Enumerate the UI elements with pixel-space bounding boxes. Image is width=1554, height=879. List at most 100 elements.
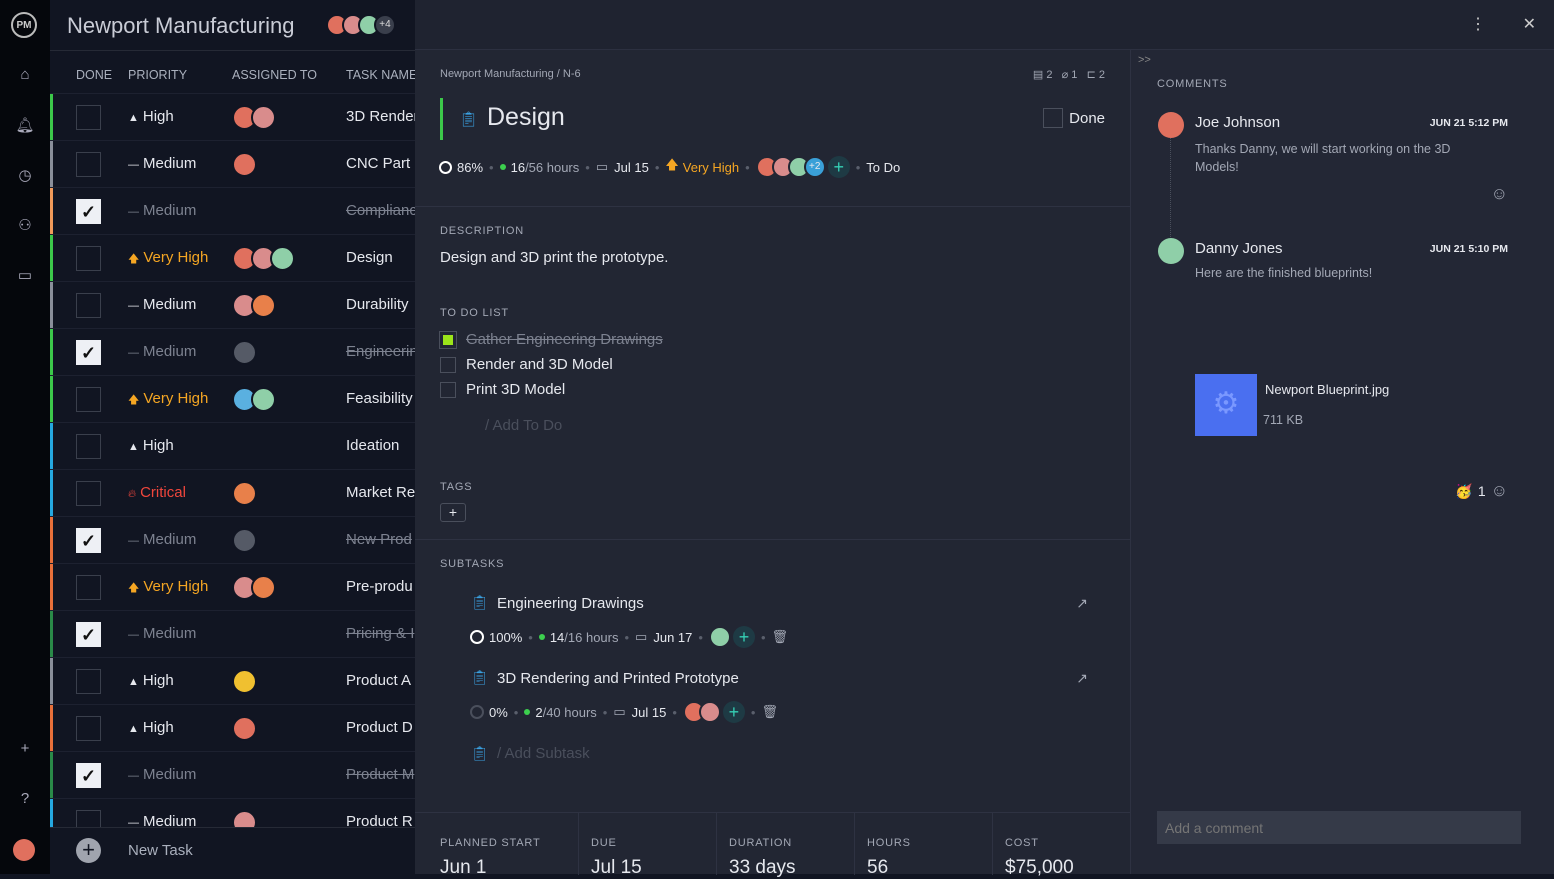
avatar[interactable] [251, 387, 276, 412]
home-icon[interactable]: ⌂ [20, 66, 30, 83]
progress[interactable]: 0% [489, 704, 508, 720]
col-assigned[interactable]: ASSIGNED TO [232, 68, 317, 82]
attachment-name[interactable]: Newport Blueprint.jpg [1265, 382, 1390, 397]
avatar[interactable] [232, 528, 257, 553]
task-name[interactable]: Product M [346, 766, 415, 783]
priority-cell[interactable]: — Medium [128, 343, 196, 360]
done-checkbox[interactable] [76, 481, 101, 506]
task-name[interactable]: Design [346, 249, 393, 266]
collapse-icon[interactable]: >> [1138, 54, 1151, 66]
avatar[interactable] [251, 105, 276, 130]
done-checkbox[interactable]: ✓ [76, 199, 101, 224]
done-checkbox[interactable]: ✓ [76, 528, 101, 553]
more-assignees-badge[interactable]: +2 [803, 156, 826, 178]
subtask-name[interactable]: 3D Rendering and Printed Prototype [497, 670, 739, 687]
task-name[interactable]: CNC Part [346, 155, 411, 172]
plus-icon[interactable]: + [20, 740, 30, 757]
add-tag-button[interactable]: + [440, 503, 466, 522]
priority-cell[interactable]: 🡅 Very High [128, 390, 208, 410]
done-checkbox[interactable] [76, 434, 101, 459]
table-row[interactable]: ✓ — Medium New Prod [50, 516, 415, 564]
add-assignee-button[interactable]: + [827, 156, 850, 178]
briefcase-icon[interactable]: ▭ [17, 267, 33, 284]
priority-cell[interactable]: 🡅 Very High [128, 249, 208, 269]
table-row[interactable]: ▲ High Product A [50, 657, 415, 705]
priority-cell[interactable]: ▲ High [128, 108, 174, 125]
done-checkbox[interactable] [76, 152, 101, 177]
task-name[interactable]: Durability [346, 296, 409, 313]
priority-cell[interactable]: — Medium [128, 296, 196, 313]
reactions[interactable]: 🥳 1 ☺ [1455, 481, 1508, 501]
priority-cell[interactable]: — Medium [128, 202, 196, 219]
comment-input[interactable] [1157, 811, 1521, 844]
done-checkbox[interactable] [76, 105, 101, 130]
todo-text[interactable]: Gather Engineering Drawings [466, 331, 663, 348]
priority-cell[interactable]: 🡅 Very High [128, 578, 208, 598]
close-icon[interactable]: ✕ [1522, 16, 1536, 33]
table-row[interactable]: 🔥︎ Critical Market Re [50, 469, 415, 517]
task-name[interactable]: Compliance [346, 202, 415, 219]
task-name[interactable]: 3D Rendering [346, 108, 415, 125]
summary-field[interactable]: DUE Jul 15 [578, 813, 642, 878]
col-priority[interactable]: PRIORITY [128, 68, 188, 82]
table-row[interactable]: ▲ High Product D [50, 704, 415, 752]
table-row[interactable]: — Medium Durability [50, 281, 415, 329]
avatar[interactable] [232, 152, 257, 177]
done-checkbox[interactable] [76, 575, 101, 600]
new-task-button[interactable]: + New Task [50, 827, 415, 874]
bell-icon[interactable]: 🔔︎ [15, 117, 35, 134]
todo-checkbox[interactable] [439, 330, 457, 349]
priority-cell[interactable]: — Medium [128, 766, 196, 783]
done-checkbox[interactable] [76, 387, 101, 412]
priority-cell[interactable]: — Medium [128, 625, 196, 642]
users-icon[interactable]: ⚇ [18, 217, 32, 234]
clock-icon[interactable]: ◷ [18, 167, 32, 184]
hours-done[interactable]: 14 [549, 629, 565, 645]
task-name[interactable]: Pre-produ [346, 578, 413, 595]
more-options-icon[interactable]: ⋮ [1470, 16, 1486, 33]
assignees[interactable] [232, 387, 276, 412]
task-name[interactable]: Product A [346, 672, 412, 689]
emoji-react-icon[interactable]: ☺ [1490, 184, 1508, 203]
pm-logo[interactable]: PM [11, 12, 37, 38]
priority-cell[interactable]: 🔥︎ Critical [128, 484, 186, 501]
col-task-name[interactable]: TASK NAME [346, 68, 415, 82]
priority-cell[interactable]: ▲ High [128, 672, 174, 689]
todo-text[interactable]: Print 3D Model [466, 381, 566, 398]
table-row[interactable]: 🡅 Very High Feasibility [50, 375, 415, 423]
task-title[interactable]: Design [487, 103, 565, 131]
task-name[interactable]: Pricing & I [346, 625, 415, 642]
avatar[interactable] [270, 246, 295, 271]
todo-item[interactable]: Print 3D Model [440, 381, 565, 398]
open-external-icon[interactable]: ↗ [1076, 670, 1088, 686]
done-toggle[interactable]: Done [1043, 108, 1105, 128]
table-row[interactable]: — Medium CNC Part [50, 140, 415, 188]
todo-text[interactable]: Render and 3D Model [466, 356, 613, 373]
todo-checkbox[interactable] [440, 356, 456, 373]
assignees[interactable] [232, 105, 276, 130]
task-name[interactable]: New Prod [346, 531, 412, 548]
task-name[interactable]: Engineering [346, 343, 415, 360]
assignees[interactable] [232, 481, 257, 506]
open-external-icon[interactable]: ↗ [1076, 595, 1088, 611]
avatar[interactable] [251, 293, 276, 318]
description[interactable]: Design and 3D print the prototype. [440, 249, 669, 266]
assignees[interactable] [232, 528, 257, 553]
table-row[interactable]: 🡅 Very High Design [50, 234, 415, 282]
avatar[interactable] [232, 481, 257, 506]
assignees[interactable] [232, 246, 295, 271]
assignees[interactable] [232, 669, 257, 694]
assignees[interactable] [232, 152, 257, 177]
todo-item[interactable]: Gather Engineering Drawings [439, 330, 663, 349]
table-row[interactable]: ▲ High Ideation [50, 422, 415, 470]
assignees[interactable] [232, 716, 257, 741]
done-checkbox[interactable] [76, 246, 101, 271]
done-checkbox[interactable] [76, 716, 101, 741]
assignees[interactable] [232, 293, 276, 318]
project-members[interactable]: +4 [326, 14, 396, 36]
done-checkbox[interactable] [76, 669, 101, 694]
add-subtask-input[interactable]: / Add Subtask [497, 745, 590, 762]
todo-item[interactable]: Render and 3D Model [440, 356, 613, 373]
task-name[interactable]: Product R [346, 813, 413, 830]
priority-cell[interactable]: — Medium [128, 155, 196, 172]
